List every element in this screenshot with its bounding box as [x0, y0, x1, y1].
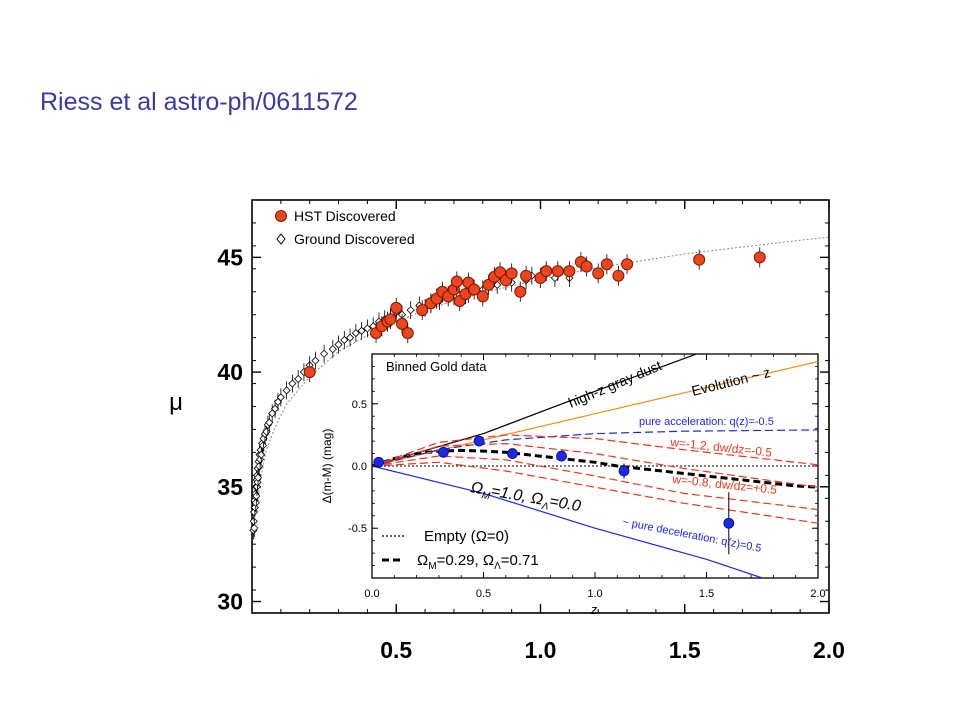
- main-y-tick-label: 35: [217, 474, 243, 500]
- inset-series-line-0: [372, 448, 818, 489]
- ground-point: [328, 345, 337, 354]
- inset-x-tick-label: 1.0: [587, 588, 602, 600]
- main-x-tick-label: 1.0: [525, 637, 557, 663]
- slide-title: Riess et al astro-ph/0611572: [40, 88, 358, 116]
- hst-point: [540, 265, 553, 278]
- inset-title: Binned Gold data: [386, 359, 487, 374]
- ground-point: [257, 450, 266, 459]
- hst-point: [303, 366, 316, 379]
- ground-point: [252, 491, 261, 501]
- ground-point: [253, 473, 263, 482]
- ground-point: [311, 356, 320, 365]
- main-y-tick-label: 45: [217, 244, 243, 270]
- legend-ground-label: Ground Discovered: [294, 231, 415, 247]
- inset-x-tick-label: 0.5: [476, 588, 491, 600]
- inset-y-tick-label: 0.0: [352, 461, 367, 473]
- hst-point: [520, 269, 533, 282]
- binned-point: [437, 446, 449, 458]
- inset-series-line-2: [372, 354, 699, 467]
- hst-point: [753, 251, 766, 264]
- main-y-tick-label: 30: [217, 589, 243, 615]
- ground-point: [334, 340, 343, 349]
- ground-point: [250, 524, 259, 533]
- legend-hst-marker: [275, 210, 287, 222]
- inset-y-tick-label: 0.5: [352, 399, 367, 411]
- ground-point: [406, 306, 415, 315]
- inset-series-line-7: [372, 455, 818, 511]
- ground-point: [256, 455, 265, 464]
- hst-point: [476, 290, 489, 303]
- inset-series-line-8: [372, 461, 818, 524]
- ground-point: [288, 379, 297, 388]
- hst-point: [580, 260, 593, 273]
- main-y-axis-label: μ: [169, 389, 183, 416]
- hst-point: [563, 265, 576, 278]
- binned-point: [723, 517, 735, 529]
- hst-point: [384, 313, 397, 326]
- ground-point: [363, 324, 372, 333]
- hst-point: [468, 283, 481, 296]
- ground-point: [265, 418, 274, 427]
- inset-series-line-9: [372, 465, 763, 578]
- binned-point: [507, 448, 518, 459]
- annotation-omega-m-1: ΩM=1.0, ΩΛ=0.0: [469, 479, 582, 518]
- hst-point: [416, 304, 429, 317]
- annotation-pure-acceleration: pure acceleration: q(z)=-0.5: [639, 416, 774, 428]
- binned-point: [618, 465, 630, 477]
- hst-point: [401, 327, 414, 340]
- ground-point: [340, 335, 349, 345]
- hst-point: [390, 301, 403, 314]
- legend-lcdm-label: ΩM=0.29, ΩΛ=0.71: [417, 552, 539, 572]
- inset-x-tick-label: 1.5: [699, 588, 714, 600]
- hst-point: [621, 258, 634, 271]
- ground-point: [258, 441, 268, 450]
- inset-x-tick-label: 0.0: [364, 588, 379, 600]
- main-x-tick-label: 1.5: [669, 637, 701, 663]
- legend-empty-label: Empty (Ω=0): [424, 528, 509, 545]
- legend-hst-label: HST Discovered: [294, 208, 396, 224]
- ground-point: [251, 498, 260, 507]
- inset-series-line-5: [372, 434, 818, 467]
- ground-point: [271, 404, 280, 413]
- ground-point: [346, 333, 355, 342]
- ground-point: [320, 349, 329, 358]
- main-x-tick-label: 2.0: [813, 637, 845, 663]
- main-y-tick-label: 40: [217, 359, 243, 385]
- legend-ground-marker: [276, 233, 286, 245]
- binned-point: [373, 456, 385, 468]
- hst-point: [600, 258, 613, 271]
- hst-point: [450, 275, 463, 288]
- ground-point: [282, 386, 291, 395]
- hst-point: [514, 285, 527, 298]
- inset-x-axis-label: z: [590, 602, 598, 617]
- ground-point: [255, 462, 264, 471]
- hst-point: [505, 267, 518, 280]
- ground-point: [294, 374, 303, 384]
- inset-y-axis-label: Δ(m-M) (mag): [320, 429, 334, 504]
- inset-x-tick-label: 2.0: [810, 588, 825, 600]
- hst-point: [693, 253, 706, 266]
- model-curve: [255, 236, 830, 513]
- ground-point: [249, 507, 259, 517]
- hst-point: [551, 265, 564, 278]
- binned-point: [556, 450, 567, 462]
- ground-point: [493, 280, 502, 289]
- ground-point: [357, 326, 366, 335]
- hst-point: [592, 267, 605, 280]
- ground-point: [276, 393, 285, 402]
- ground-point: [351, 329, 360, 338]
- ground-point: [253, 478, 262, 487]
- inset-y-tick-label: -0.5: [348, 523, 367, 535]
- hst-point: [612, 269, 625, 282]
- binned-point: [473, 435, 485, 447]
- main-x-tick-label: 0.5: [380, 637, 412, 663]
- inset-series-line-6: [372, 442, 818, 488]
